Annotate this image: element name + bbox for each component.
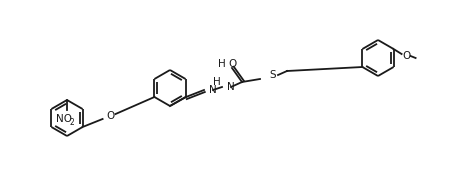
Text: 2: 2: [69, 117, 74, 127]
Text: NO: NO: [56, 114, 72, 124]
Text: N: N: [209, 85, 217, 95]
Text: S: S: [270, 70, 276, 80]
Text: O: O: [107, 111, 115, 121]
Text: O: O: [228, 59, 236, 69]
Text: N: N: [227, 82, 235, 92]
Text: H: H: [213, 77, 221, 87]
Text: O: O: [402, 51, 411, 61]
Text: H: H: [218, 59, 226, 69]
